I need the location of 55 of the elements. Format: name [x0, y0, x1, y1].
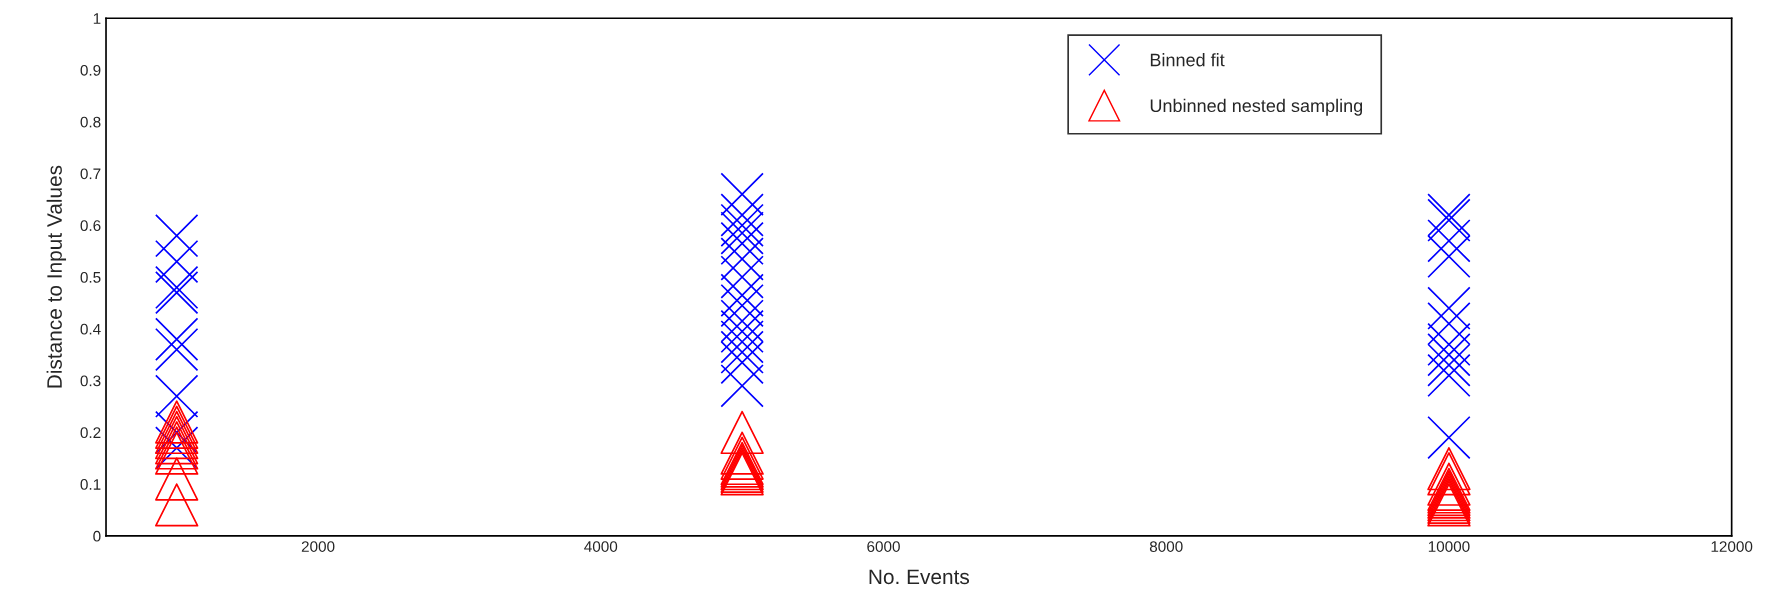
x-tick-label: 12000: [1711, 541, 1753, 552]
legend-label: Binned fit: [1150, 53, 1225, 67]
point: [720, 172, 764, 216]
y-tick-label: 0.2: [80, 427, 101, 439]
point: [155, 457, 199, 501]
y-tick-label: 0.1: [80, 479, 101, 490]
point: [1427, 415, 1471, 460]
point: [720, 330, 764, 374]
y-axis-title: Distance to Input Values: [46, 165, 67, 388]
y-tick-label: 0: [93, 530, 101, 542]
point: [155, 327, 199, 372]
y-tick-label: 0.4: [80, 323, 101, 335]
point: [155, 239, 199, 284]
point: [1427, 219, 1471, 263]
point: [720, 410, 764, 455]
point: [720, 193, 764, 237]
point: [155, 483, 199, 527]
point: [1427, 452, 1471, 496]
point: [1427, 446, 1471, 491]
legend-label: Unbinned nested sampling: [1150, 98, 1363, 116]
x-tick-label: 6000: [867, 541, 900, 552]
point: [720, 211, 764, 255]
y-tick-label: 0.3: [80, 375, 101, 387]
point: [720, 364, 764, 408]
point: [720, 283, 764, 328]
point: [720, 203, 764, 247]
point: [1427, 353, 1471, 398]
point: [720, 340, 764, 385]
y-tick-label: 0.9: [80, 64, 101, 76]
x-tick-label: 10000: [1428, 541, 1470, 552]
point: [1427, 302, 1471, 346]
x-tick-label: 2000: [301, 541, 335, 552]
point: [720, 309, 764, 354]
y-tick-label: 0.7: [80, 168, 101, 180]
point: [155, 317, 199, 361]
point: [1427, 343, 1471, 387]
point: [155, 374, 199, 418]
y-tick-label: 1: [93, 13, 101, 24]
point: [1427, 322, 1471, 367]
point: [720, 320, 764, 364]
y-tick-label: 0.8: [80, 116, 101, 128]
y-tick-label: 0.6: [80, 220, 101, 232]
point: [720, 255, 764, 299]
point: [720, 237, 764, 281]
point: [720, 299, 764, 343]
x-axis-title: No. Events: [869, 569, 970, 585]
point: [720, 221, 764, 266]
x-tick-label: 4000: [584, 541, 618, 552]
point: [155, 214, 199, 258]
x-tick-label: 8000: [1149, 541, 1183, 552]
y-tick-label: 0.5: [80, 271, 101, 283]
point: [1427, 333, 1471, 377]
point: [1427, 234, 1471, 279]
point: [1427, 286, 1471, 330]
point: [720, 273, 764, 317]
